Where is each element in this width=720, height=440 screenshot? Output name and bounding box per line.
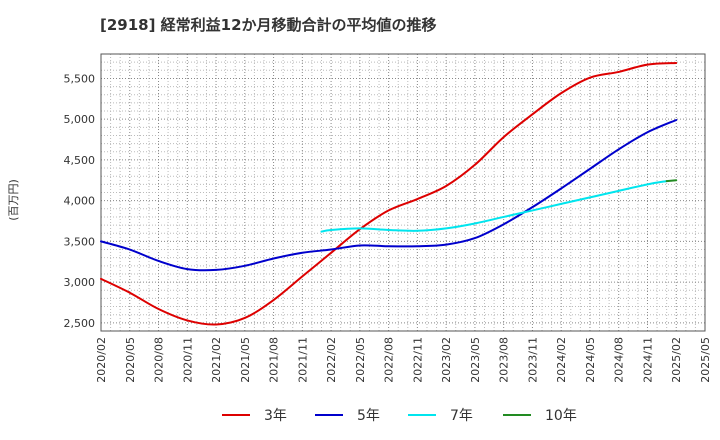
y-tick-label: 4,000: [64, 195, 96, 208]
x-tick-label: 2024/08: [613, 337, 626, 383]
x-tick-label: 2020/08: [153, 337, 166, 383]
x-tick-label: 2024/11: [641, 337, 654, 383]
y-tick-label: 4,500: [64, 154, 96, 167]
x-tick-label: 2024/05: [584, 337, 597, 383]
x-tick-label: 2021/11: [296, 337, 309, 383]
x-tick-label: 2025/02: [670, 337, 683, 383]
legend-label-4: 10年: [545, 408, 577, 424]
x-tick-label: 2022/05: [354, 337, 367, 383]
series-line-3: [320, 180, 668, 233]
plot-area-border: [100, 53, 706, 332]
y-tick-label: 5,500: [64, 72, 96, 85]
x-tick-label: 2020/05: [124, 337, 137, 383]
x-tick-label: 2025/05: [699, 337, 712, 383]
x-tick-label: 2022/08: [383, 337, 396, 383]
x-tick-label: 2020/11: [181, 337, 194, 383]
x-tick-label: 2022/02: [325, 337, 338, 383]
axis-ticks: 2,500 3,000 3,500 4,000 4,500 5,000 5,500 2020/…: [64, 72, 713, 382]
series-lines: [100, 61, 678, 326]
y-tick-label: 3,000: [64, 276, 96, 289]
x-tick-label: 2021/02: [210, 337, 223, 383]
x-tick-label: 2023/05: [469, 337, 482, 383]
y-tick-label: 3,500: [64, 235, 96, 248]
series-line-2: [100, 118, 678, 272]
y-tick-label: 5,000: [64, 113, 96, 126]
series-line-4: [665, 179, 678, 183]
x-tick-label: 2023/11: [526, 337, 539, 383]
chart-title: [2918] 経常利益12か月移動合計の平均値の推移: [100, 16, 437, 34]
x-tick-label: 2021/05: [239, 337, 252, 383]
legend: 3年 5年 7年 10年: [222, 408, 577, 424]
x-tick-label: 2022/11: [411, 337, 424, 383]
series-line-1: [100, 61, 678, 326]
x-tick-label: 2023/08: [498, 337, 511, 383]
x-tick-label: 2020/02: [95, 337, 108, 383]
x-tick-label: 2021/08: [268, 337, 281, 383]
legend-label-3: 7年: [450, 408, 473, 424]
y-axis-label: (百万円): [7, 179, 20, 221]
legend-label-2: 5年: [357, 408, 380, 424]
y-tick-label: 2,500: [64, 317, 96, 330]
x-tick-label: 2023/02: [440, 337, 453, 383]
legend-label-1: 3年: [264, 408, 287, 424]
x-tick-label: 2024/02: [555, 337, 568, 383]
